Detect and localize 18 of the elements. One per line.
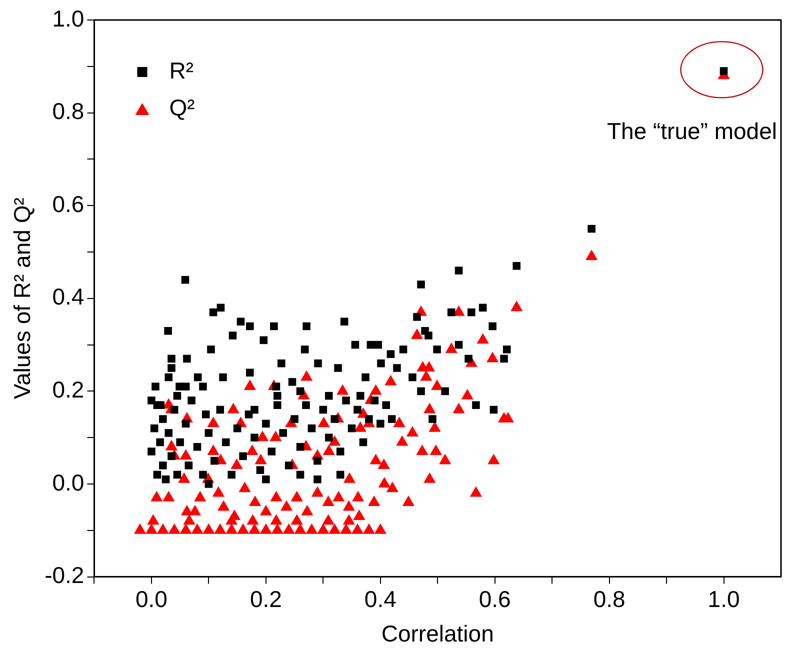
legend-label: R²	[169, 57, 194, 84]
y-tick-label: -0.2	[44, 562, 84, 588]
y-tick-label: 0.0	[52, 469, 84, 496]
y-tick-label: 0.2	[52, 376, 84, 403]
annotation: The “true” model	[606, 118, 777, 144]
x-tick-label: 0.6	[478, 586, 511, 612]
x-tick-label: 0.4	[364, 586, 397, 612]
x-tick-label: 0.2	[250, 586, 282, 612]
y-tick-label: 0.6	[52, 190, 84, 217]
y-tick-label: 0.4	[52, 284, 84, 310]
x-tick-label: 1.0	[708, 586, 740, 612]
x-tick-label: 0.8	[593, 586, 626, 612]
y-tick-label: 0.8	[52, 98, 84, 124]
legend-label: Q²	[169, 94, 196, 120]
x-tick-label: 0.0	[135, 586, 168, 612]
x-axis-title: Correlation	[381, 620, 494, 647]
y-tick-label: 1.0	[52, 5, 84, 32]
y-axis-title: Values of R² and Q²	[9, 197, 36, 400]
